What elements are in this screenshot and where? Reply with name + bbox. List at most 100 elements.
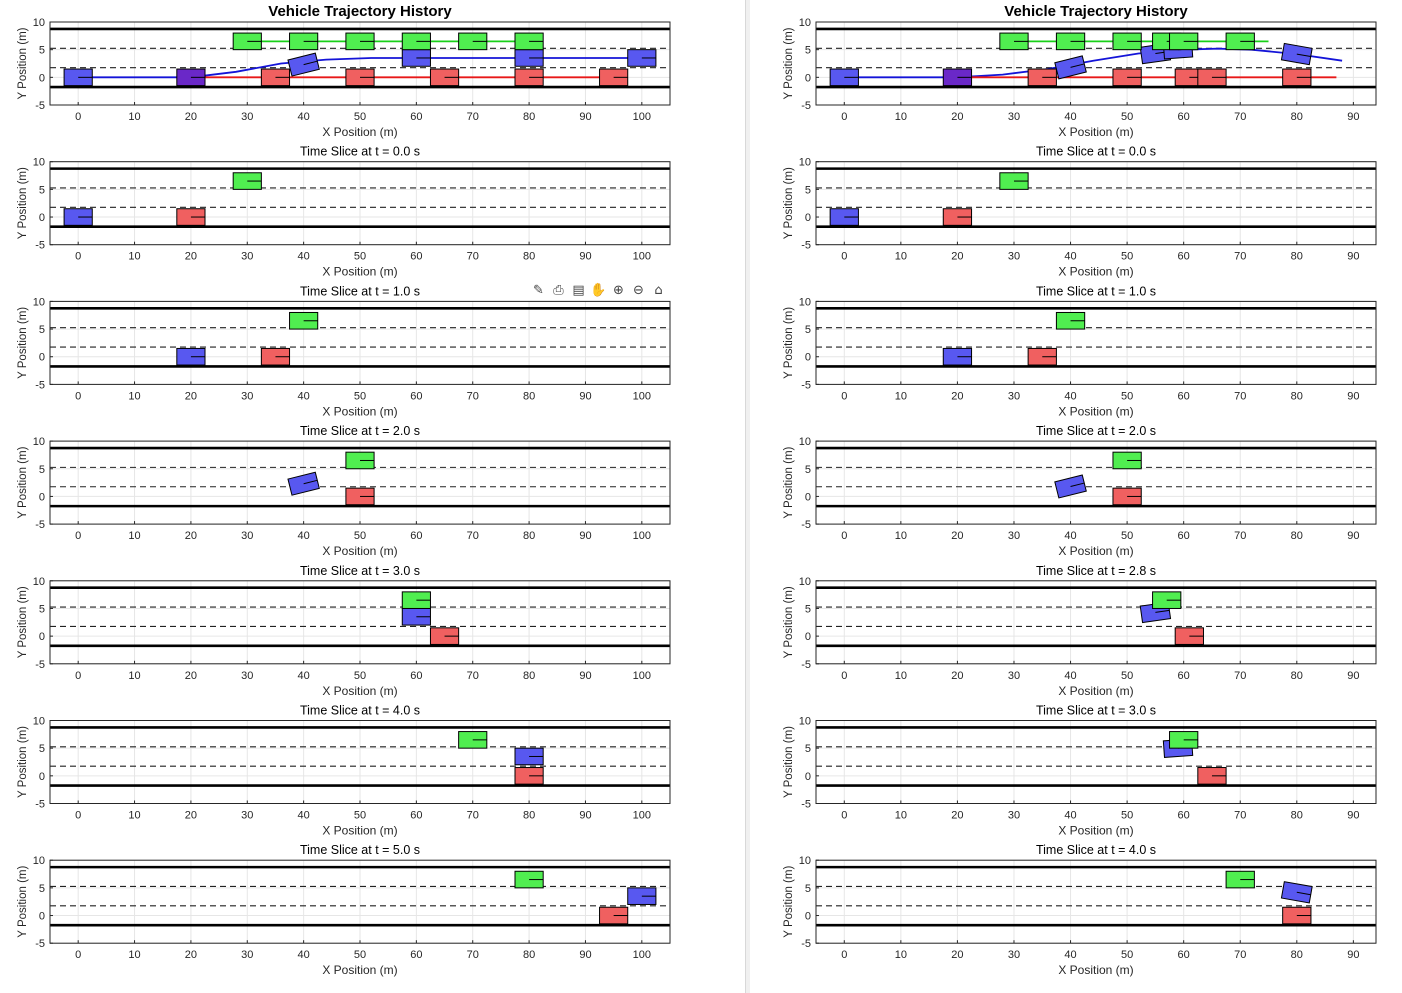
vehicle-red <box>1197 767 1227 785</box>
vehicle-green <box>1169 731 1199 749</box>
vehicle-red <box>1027 68 1057 87</box>
y-tick-label: 0 <box>39 72 45 84</box>
axes-toolbar: ✎ ⎙ ▤ ✋ ⊕ ⊖ ⌂ <box>530 282 667 299</box>
x-tick-label: 50 <box>354 530 366 542</box>
subplot-title: Time Slice at t = 4.0 s <box>1036 843 1156 857</box>
vehicle-green <box>458 32 488 51</box>
y-tick-label: 10 <box>33 576 45 588</box>
vehicle-red <box>514 68 544 87</box>
x-tick-label: 20 <box>185 251 197 263</box>
x-tick-label: 60 <box>410 949 422 961</box>
x-tick-label: 0 <box>841 670 847 682</box>
vehicle-ego <box>514 49 544 67</box>
x-tick-label: 80 <box>523 530 535 542</box>
x-tick-label: 60 <box>1178 390 1190 402</box>
x-tick-label: 20 <box>185 949 197 961</box>
zoom-out-icon[interactable]: ⊖ <box>633 283 644 298</box>
x-axis-label: X Position (m) <box>1058 544 1133 558</box>
x-tick-label: 50 <box>1121 390 1133 402</box>
x-tick-label: 40 <box>1064 251 1076 263</box>
x-tick-label: 0 <box>75 949 81 961</box>
x-tick-label: 30 <box>241 111 253 123</box>
y-tick-label: -5 <box>35 938 45 950</box>
x-tick-label: 10 <box>895 670 907 682</box>
vehicle-body <box>1112 68 1142 87</box>
x-tick-label: 50 <box>1121 810 1133 822</box>
subplot-title: Vehicle Trajectory History <box>1004 3 1188 20</box>
vehicle-red <box>942 208 973 226</box>
axes-box <box>815 440 1377 525</box>
save-icon[interactable]: ⎙ <box>553 283 564 298</box>
x-tick-label: 40 <box>298 810 310 822</box>
vehicle-green <box>1152 591 1182 609</box>
subplot-4: 0 10 20 30 40 50 60 70 80 90 -5 0 5 10 Time Slice at t… <box>783 564 1377 698</box>
y-tick-label: 0 <box>39 631 45 643</box>
y-tick-label: 5 <box>39 464 45 476</box>
x-tick-label: 10 <box>895 810 907 822</box>
x-tick-label: 90 <box>1347 670 1359 682</box>
vehicle-ego <box>176 347 206 366</box>
axes-box <box>815 161 1377 246</box>
x-tick-label: 70 <box>467 810 479 822</box>
x-tick-label: 80 <box>1291 251 1303 263</box>
y-tick-label: 10 <box>799 716 811 728</box>
y-tick-label: 0 <box>805 771 811 783</box>
x-tick-label: 10 <box>895 530 907 542</box>
x-tick-label: 0 <box>75 390 81 402</box>
x-tick-label: 20 <box>185 111 197 123</box>
vehicle-red <box>1112 68 1142 87</box>
y-axis-label: Y Position (m) <box>783 27 795 99</box>
y-tick-label: -5 <box>801 938 811 950</box>
x-tick-label: 50 <box>1121 949 1133 961</box>
x-tick-label: 20 <box>185 670 197 682</box>
x-tick-label: 90 <box>579 949 591 961</box>
x-tick-label: 30 <box>241 670 253 682</box>
x-tick-label: 50 <box>354 670 366 682</box>
x-tick-label: 40 <box>1064 390 1076 402</box>
data-tips-icon[interactable]: ▤ <box>572 283 585 298</box>
vehicle-red <box>1197 68 1227 87</box>
brush-icon[interactable]: ✎ <box>533 283 544 298</box>
x-tick-label: 20 <box>951 530 963 542</box>
x-tick-label: 90 <box>579 810 591 822</box>
x-tick-label: 100 <box>633 810 651 822</box>
y-tick-label: 5 <box>805 883 811 895</box>
x-tick-label: 30 <box>1008 810 1020 822</box>
y-tick-label: 10 <box>33 436 45 448</box>
vehicle-body <box>1112 451 1142 470</box>
vehicle-red <box>1112 487 1142 506</box>
y-tick-label: 5 <box>805 464 811 476</box>
y-tick-label: -5 <box>35 379 45 391</box>
y-tick-label: 5 <box>39 883 45 895</box>
y-tick-label: 10 <box>799 157 811 169</box>
x-tick-label: 60 <box>410 251 422 263</box>
y-axis-label: Y Position (m) <box>17 726 29 798</box>
x-tick-label: 0 <box>75 810 81 822</box>
y-tick-label: 5 <box>805 743 811 755</box>
vehicle-red <box>514 767 544 785</box>
home-icon[interactable]: ⌂ <box>654 283 663 298</box>
vehicle-green <box>1225 32 1255 51</box>
pan-icon[interactable]: ✋ <box>590 283 607 298</box>
x-tick-label: 30 <box>1008 111 1020 123</box>
x-tick-label: 90 <box>579 530 591 542</box>
y-tick-label: -5 <box>35 799 45 811</box>
y-tick-label: -5 <box>801 519 811 531</box>
y-tick-label: 0 <box>805 911 811 923</box>
vehicle-body <box>1152 591 1182 609</box>
y-tick-label: 5 <box>805 324 811 336</box>
y-tick-label: 5 <box>805 603 811 615</box>
y-tick-label: 10 <box>799 296 811 308</box>
y-axis-label: Y Position (m) <box>783 167 795 239</box>
x-tick-label: 50 <box>354 251 366 263</box>
vehicle-red <box>429 68 460 87</box>
x-tick-label: 30 <box>1008 670 1020 682</box>
y-tick-label: -5 <box>35 100 45 112</box>
vehicle-ego <box>1280 42 1313 66</box>
y-tick-label: 0 <box>39 771 45 783</box>
x-axis-label: X Position (m) <box>1058 265 1133 279</box>
y-tick-label: -5 <box>801 240 811 252</box>
x-tick-label: 10 <box>895 251 907 263</box>
zoom-in-icon[interactable]: ⊕ <box>613 283 624 298</box>
y-axis-label: Y Position (m) <box>17 446 29 518</box>
